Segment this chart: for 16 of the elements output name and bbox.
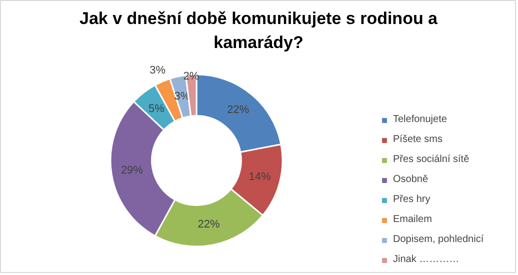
legend-label: Emailem bbox=[393, 214, 432, 225]
data-label: 5% bbox=[148, 102, 165, 115]
data-label: 22% bbox=[227, 104, 250, 116]
legend-label: Telefonujete bbox=[393, 114, 447, 125]
legend-label: Přes sociální sítě bbox=[393, 154, 470, 165]
legend-label: Jinak ………… bbox=[393, 254, 460, 265]
legend-label: Dopisem, pohlednicí bbox=[393, 234, 484, 245]
chart-title: Jak v dnešní době komunikujete s rodinou a kamarády? bbox=[79, 9, 438, 52]
data-label: 14% bbox=[248, 170, 272, 183]
legend-label: Osobně bbox=[393, 174, 428, 185]
data-label: 29% bbox=[120, 164, 144, 177]
legend-label: Píšete sms bbox=[393, 134, 442, 145]
legend-label: Přes hry bbox=[393, 194, 430, 205]
data-label: 3% bbox=[150, 64, 166, 77]
data-label: 22% bbox=[198, 218, 220, 231]
data-label: 2% bbox=[183, 70, 200, 83]
